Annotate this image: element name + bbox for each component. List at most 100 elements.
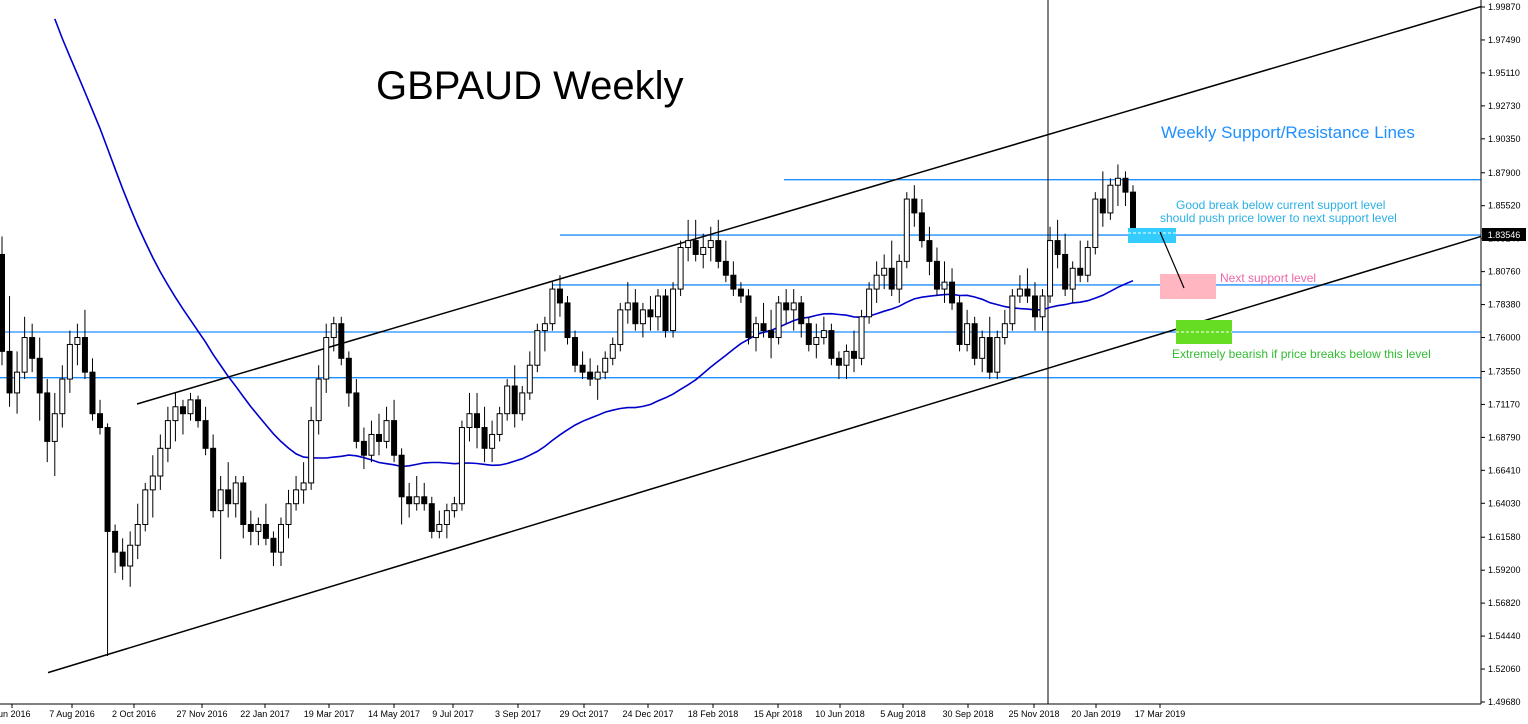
candle xyxy=(654,289,661,331)
candle xyxy=(1024,268,1031,303)
candle xyxy=(662,289,669,338)
candle xyxy=(1039,289,1046,331)
candle xyxy=(44,379,51,463)
time-tick-label: 9 Jul 2017 xyxy=(432,709,474,719)
candle xyxy=(89,358,96,421)
candle xyxy=(843,344,850,380)
bearish-note: Extremely bearish if price breaks below … xyxy=(1172,347,1431,361)
candle xyxy=(692,219,699,262)
candle xyxy=(217,476,224,560)
candle xyxy=(670,282,677,338)
time-tick-label: 17 Mar 2019 xyxy=(1135,709,1186,719)
current-price-tag: 1.83546 xyxy=(1482,228,1526,241)
candle xyxy=(21,316,28,380)
candle xyxy=(247,510,254,546)
time-tick-label: 20 Jan 2019 xyxy=(1071,709,1121,719)
price-tick-label: 1.78380 xyxy=(1488,300,1521,310)
next-support-zone xyxy=(1160,274,1216,299)
candle xyxy=(986,316,993,380)
candle xyxy=(956,295,963,352)
candle xyxy=(790,289,797,331)
price-axis: 1.99870 1.97490 1.95110 1.92730 1.90350 1.879… xyxy=(1480,0,1521,707)
candle xyxy=(421,482,428,511)
time-tick-label: 10 Jun 2018 xyxy=(815,709,865,719)
candle xyxy=(1069,261,1076,303)
candle xyxy=(51,392,58,477)
candle xyxy=(798,295,805,338)
candle xyxy=(112,524,119,573)
candle xyxy=(1009,289,1016,331)
time-tick-label: 5 Aug 2018 xyxy=(880,709,926,719)
time-tick-label: 27 Nov 2016 xyxy=(176,709,227,719)
candle xyxy=(81,309,88,380)
candle xyxy=(511,365,518,428)
candle xyxy=(323,323,330,393)
candle xyxy=(1077,240,1084,283)
price-tick-label: 1.87900 xyxy=(1488,168,1521,178)
price-tick-label: 1.85520 xyxy=(1488,201,1521,211)
candle xyxy=(722,240,729,283)
candle xyxy=(896,254,903,303)
candle xyxy=(14,351,21,414)
candle xyxy=(707,226,714,262)
candle xyxy=(624,282,631,324)
candle xyxy=(149,455,156,518)
candle xyxy=(753,316,759,352)
candle xyxy=(451,496,458,518)
candle xyxy=(293,476,300,511)
candle xyxy=(933,247,940,296)
candle xyxy=(813,323,820,359)
candle xyxy=(556,275,563,317)
price-tick-label: 1.90350 xyxy=(1488,134,1521,144)
time-tick-label: 25 Nov 2018 xyxy=(1008,709,1059,719)
candle xyxy=(828,323,835,366)
candle xyxy=(587,358,594,387)
candle xyxy=(1084,240,1091,283)
price-tick-label: 1.59200 xyxy=(1488,565,1521,575)
candle xyxy=(1092,192,1099,255)
candle xyxy=(308,406,315,490)
price-tick-label: 1.99870 xyxy=(1488,2,1521,12)
candle xyxy=(466,392,473,442)
candle xyxy=(413,476,420,511)
candle xyxy=(59,365,66,428)
candle xyxy=(700,233,707,269)
price-tick-label: 1.71170 xyxy=(1488,399,1520,409)
candle xyxy=(964,309,971,352)
time-tick-label: 15 Apr 2018 xyxy=(754,709,803,719)
candle xyxy=(737,282,744,303)
candle xyxy=(617,302,624,352)
candle xyxy=(979,330,986,373)
candle xyxy=(1001,309,1008,345)
candle xyxy=(926,226,933,276)
support-resistance-levels xyxy=(0,179,1481,379)
candle xyxy=(677,240,684,296)
candle xyxy=(232,476,239,518)
candle xyxy=(866,282,873,324)
candle xyxy=(66,330,73,393)
candle xyxy=(835,351,842,380)
candle xyxy=(338,316,345,366)
time-tick-label: 2 Oct 2016 xyxy=(112,709,156,719)
price-tick-label: 1.80760 xyxy=(1488,267,1521,277)
time-tick-label: 14 May 2017 xyxy=(368,709,420,719)
channel-upper-line xyxy=(136,5,1482,405)
candle xyxy=(715,219,722,269)
time-tick-label: Jun 2016 xyxy=(0,709,31,719)
candle xyxy=(504,379,511,421)
candle xyxy=(119,538,126,580)
price-tick-label: 1.66410 xyxy=(1488,465,1521,475)
candle xyxy=(330,316,337,352)
time-tick-label: 22 Jan 2017 xyxy=(240,709,290,719)
time-tick-label: 18 Feb 2018 xyxy=(688,709,739,719)
chart-title: GBPAUD Weekly xyxy=(376,64,683,108)
candle xyxy=(270,531,277,567)
candle xyxy=(353,379,360,449)
candle xyxy=(579,351,586,380)
candle xyxy=(104,423,111,657)
candle xyxy=(345,351,352,407)
candle xyxy=(157,434,164,490)
candle xyxy=(805,316,812,352)
candle xyxy=(888,240,895,296)
candle xyxy=(391,399,398,463)
